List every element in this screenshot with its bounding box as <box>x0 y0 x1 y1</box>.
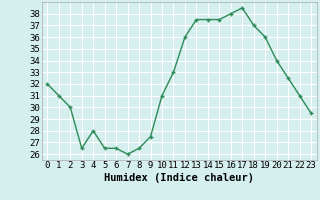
X-axis label: Humidex (Indice chaleur): Humidex (Indice chaleur) <box>104 173 254 183</box>
